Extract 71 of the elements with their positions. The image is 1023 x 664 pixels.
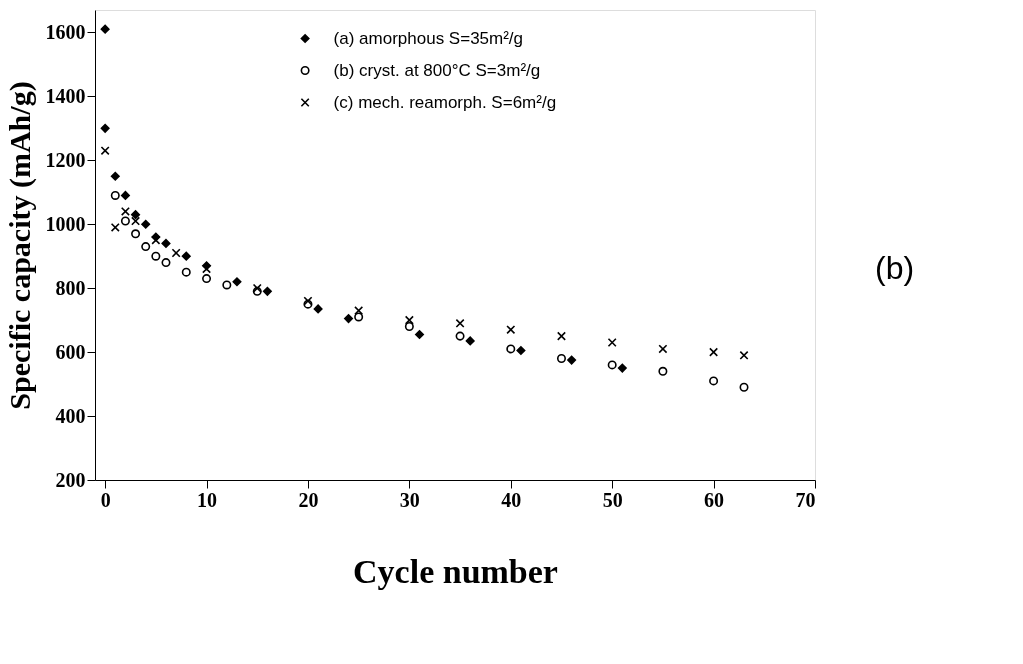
point <box>232 277 242 287</box>
point <box>100 123 110 133</box>
point <box>465 336 475 346</box>
x-axis-title: Cycle number <box>353 552 558 590</box>
point <box>516 346 526 356</box>
point <box>120 206 130 216</box>
point <box>131 210 141 220</box>
legend-label: (c) mech. reamorph. S=6m²/g <box>333 92 557 112</box>
y-tick-label: 200 <box>55 468 86 491</box>
point <box>141 242 151 252</box>
x-tick-label: 60 <box>704 488 725 511</box>
point <box>415 330 425 340</box>
point <box>181 267 191 277</box>
point <box>100 24 110 34</box>
y-tick-label: 1400 <box>45 84 86 107</box>
point <box>567 355 577 365</box>
point <box>313 304 323 314</box>
point <box>709 376 719 386</box>
y-tick-label: 1000 <box>45 212 86 235</box>
point <box>607 338 617 348</box>
point <box>141 219 151 229</box>
point <box>262 286 272 296</box>
text: (b) <box>875 249 915 286</box>
point <box>110 222 120 232</box>
point <box>120 216 130 226</box>
point <box>151 251 161 261</box>
x-tick-label: 10 <box>197 488 218 511</box>
point <box>110 190 120 200</box>
point <box>617 363 627 373</box>
y-tick-label: 1200 <box>45 148 86 171</box>
point <box>658 344 668 354</box>
point <box>739 350 749 360</box>
x-tick-label: 40 <box>501 488 522 511</box>
point <box>506 325 516 335</box>
point <box>100 146 110 156</box>
point <box>658 366 668 376</box>
point <box>455 331 465 341</box>
y-tick-label: 1600 <box>45 20 86 43</box>
point <box>171 248 181 258</box>
y-axis-title: Specific capacity (mAh/g) <box>2 81 37 410</box>
point <box>404 322 414 332</box>
x-tick-label: 30 <box>399 488 420 511</box>
point <box>120 190 130 200</box>
x-tick-label: 50 <box>602 488 623 511</box>
point <box>709 347 719 357</box>
point <box>607 360 617 370</box>
point <box>506 344 516 354</box>
y-tick-label: 600 <box>55 340 86 363</box>
point <box>739 382 749 392</box>
point <box>131 229 141 239</box>
y-tick-label: 400 <box>55 404 86 427</box>
point <box>222 280 232 290</box>
point <box>455 318 465 328</box>
point <box>354 306 364 316</box>
point <box>161 238 171 248</box>
point <box>110 171 120 181</box>
point <box>404 315 414 325</box>
point <box>181 251 191 261</box>
point <box>344 314 354 324</box>
x-tick-label: 20 <box>298 488 319 511</box>
point <box>556 331 566 341</box>
point <box>354 312 364 322</box>
legend-label: (b) cryst. at 800°C S=3m²/g <box>333 60 541 80</box>
legend-label: (a) amorphous S=35m²/g <box>333 28 524 48</box>
point <box>131 216 141 226</box>
x-tick-label: 70 <box>795 488 816 511</box>
y-tick-label: 800 <box>55 276 86 299</box>
point <box>161 258 171 268</box>
point <box>556 354 566 363</box>
x-tick-label: 0 <box>100 488 111 511</box>
point <box>202 274 212 284</box>
